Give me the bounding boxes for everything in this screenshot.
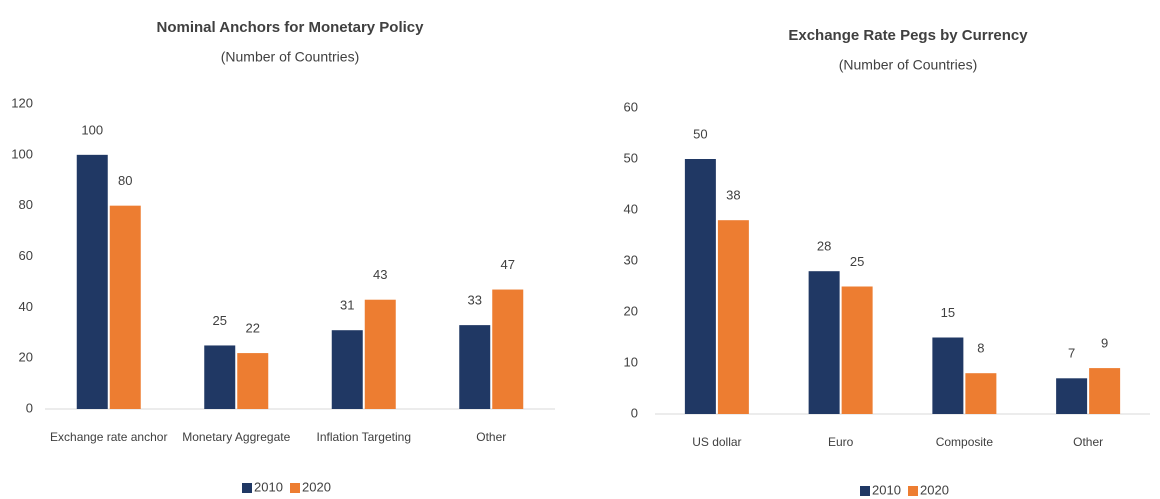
value-label: 25: [850, 254, 864, 269]
bar: [76, 154, 108, 409]
legend-label: 2020: [920, 482, 949, 497]
x-tick-label: Other: [1073, 435, 1103, 449]
value-label: 25: [213, 313, 227, 328]
value-label: 9: [1101, 336, 1108, 351]
chart-title: Nominal Anchors for Monetary Policy: [157, 19, 425, 36]
bar: [237, 353, 269, 409]
chart-subtitle: (Number of Countries): [839, 57, 978, 73]
x-tick-label: Exchange rate anchor: [50, 430, 167, 444]
x-tick-label: US dollar: [692, 435, 741, 449]
bar: [684, 159, 716, 414]
legend-swatch: [290, 483, 300, 493]
chart-title: Exchange Rate Pegs by Currency: [788, 27, 1028, 44]
legend-swatch: [908, 486, 918, 496]
legend-swatch: [242, 483, 252, 493]
value-label: 47: [501, 257, 515, 272]
y-tick-label: 0: [631, 405, 638, 420]
y-tick-label: 0: [26, 400, 33, 415]
value-label: 33: [468, 293, 482, 308]
bar: [1056, 378, 1088, 414]
value-label: 8: [977, 341, 984, 356]
y-tick-label: 20: [624, 303, 638, 318]
y-tick-label: 50: [624, 150, 638, 165]
value-label: 38: [726, 188, 740, 203]
y-tick-label: 30: [624, 252, 638, 267]
value-label: 28: [817, 239, 831, 254]
bar: [1089, 368, 1121, 414]
y-tick-label: 20: [19, 350, 33, 365]
y-tick-label: 10: [624, 354, 638, 369]
value-label: 7: [1068, 346, 1075, 361]
value-label: 31: [340, 298, 354, 313]
bar: [204, 345, 236, 409]
bar: [808, 271, 840, 414]
value-label: 15: [941, 305, 955, 320]
value-label: 100: [81, 122, 103, 137]
value-label: 50: [693, 126, 707, 141]
x-tick-label: Monetary Aggregate: [182, 430, 290, 444]
y-tick-label: 40: [624, 201, 638, 216]
bar: [932, 337, 964, 414]
bar: [841, 286, 873, 414]
x-tick-label: Composite: [936, 435, 994, 449]
legend-label: 2010: [872, 482, 901, 497]
value-label: 80: [118, 173, 132, 188]
x-tick-label: Euro: [828, 435, 854, 449]
bar: [109, 205, 141, 409]
legend-label: 2010: [254, 479, 283, 494]
legend-label: 2020: [302, 479, 331, 494]
value-label: 43: [373, 267, 387, 282]
legend-swatch: [860, 486, 870, 496]
y-tick-label: 40: [19, 299, 33, 314]
bar: [331, 330, 363, 409]
y-tick-label: 60: [19, 248, 33, 263]
value-label: 22: [246, 321, 260, 336]
bar: [965, 373, 997, 414]
y-tick-label: 120: [11, 95, 33, 110]
bar: [364, 299, 396, 409]
bar: [459, 325, 491, 409]
x-tick-label: Other: [476, 430, 506, 444]
y-tick-label: 60: [624, 99, 638, 114]
y-tick-label: 80: [19, 197, 33, 212]
chart-subtitle: (Number of Countries): [221, 49, 360, 65]
bar: [492, 289, 524, 409]
bar: [717, 220, 749, 414]
y-tick-label: 100: [11, 146, 33, 161]
x-tick-label: Inflation Targeting: [316, 430, 411, 444]
